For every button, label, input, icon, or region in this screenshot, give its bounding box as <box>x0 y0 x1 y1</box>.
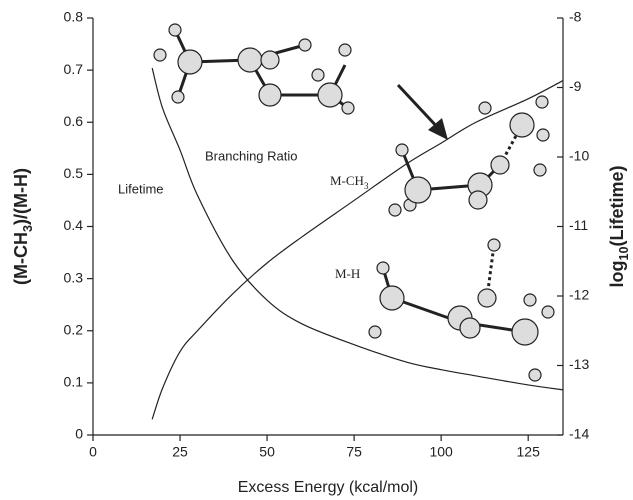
y2-axis-label-part: log <box>607 261 627 288</box>
annotation-part: M-CH <box>330 173 364 188</box>
y-tick-label: 0 <box>75 426 83 442</box>
y2-tick-label: -10 <box>569 148 589 164</box>
annotation-part: 3 <box>364 181 369 191</box>
y-axis-label-part: 3 <box>21 225 35 232</box>
molecule-top <box>153 23 355 115</box>
x-tick-label: 50 <box>259 444 275 460</box>
annotation-part: M-H <box>335 266 360 281</box>
x-tick-label: 100 <box>429 444 453 460</box>
y-axis-label-part: (M-CH <box>11 232 31 285</box>
y2-tick-label: -12 <box>569 287 589 303</box>
y-tick-label: 0.5 <box>64 165 84 181</box>
x-tick-label: 25 <box>172 444 188 460</box>
annotation: M-CH3 <box>330 173 369 191</box>
x-tick-label: 0 <box>89 444 97 460</box>
y-tick-label: 0.8 <box>64 9 84 25</box>
y2-tick-label: -8 <box>569 9 582 25</box>
y-tick-label: 0.6 <box>64 113 84 129</box>
y-tick-label: 0.1 <box>64 374 84 390</box>
arrow <box>396 83 448 140</box>
x-axis-label: Excess Energy (kcal/mol) <box>238 479 419 496</box>
y-tick-label: 0.3 <box>64 269 84 285</box>
y2-tick-label: -9 <box>569 78 582 94</box>
y-tick-label: 0.4 <box>64 217 84 233</box>
y-tick-label: 0.7 <box>64 61 84 77</box>
y-tick-label: 0.2 <box>64 321 84 337</box>
molecule-ch3 <box>388 95 550 217</box>
y-axis-label-part: )/(M-H) <box>11 168 31 225</box>
series-line <box>151 67 564 391</box>
x-tick-label: 75 <box>346 444 362 460</box>
x-tick-label: 125 <box>517 444 541 460</box>
series-label: Lifetime <box>118 181 164 196</box>
annotation: M-H <box>335 266 360 281</box>
y2-axis-label-part: 10 <box>617 246 631 260</box>
molecule-h <box>368 238 555 382</box>
series-line <box>151 80 564 420</box>
y2-axis-label-part: (Lifetime) <box>607 165 627 246</box>
y2-tick-label: -13 <box>569 356 589 372</box>
series-label: Branching Ratio <box>205 148 298 163</box>
y2-axis-label: log10(Lifetime) <box>607 165 632 287</box>
y2-tick-label: -11 <box>569 217 588 233</box>
y-axis-label: (M-CH3)/(M-H) <box>11 168 36 285</box>
y2-tick-label: -14 <box>569 426 589 442</box>
